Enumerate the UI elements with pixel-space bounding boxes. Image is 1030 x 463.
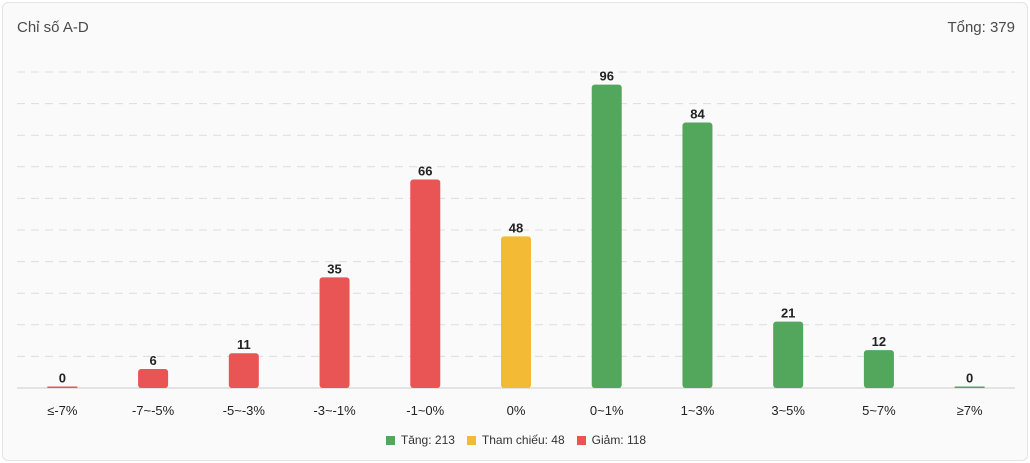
bar-value-label: 6	[149, 353, 156, 368]
bar-value-label: 84	[690, 107, 705, 122]
bar-0[interactable]	[47, 386, 78, 389]
x-tick-label: -3~-1%	[313, 403, 356, 418]
legend-label-ref: Tham chiếu: 48	[481, 433, 565, 447]
legend-swatch-ref	[466, 435, 476, 445]
bar-8[interactable]	[773, 321, 804, 388]
x-tick-label: 3~5%	[771, 403, 805, 418]
legend-swatch-down	[576, 435, 586, 445]
bar-1[interactable]	[138, 369, 169, 388]
legend-swatch-up	[385, 435, 395, 445]
chart-title: Chỉ số A-D	[17, 19, 89, 36]
legend: Tăng: 213 Tham chiếu: 48 Giảm: 118	[3, 433, 1029, 447]
x-tick-label: 5~7%	[862, 403, 896, 418]
legend-label-down: Giảm: 118	[591, 433, 647, 447]
bar-value-label: 66	[418, 163, 432, 178]
x-tick-label: 1~3%	[681, 403, 715, 418]
legend-item-down[interactable]: Giảm: 118	[576, 433, 647, 447]
bar-5[interactable]	[501, 236, 531, 388]
x-tick-label: ≤-7%	[47, 403, 78, 418]
legend-label-up: Tăng: 213	[400, 433, 455, 447]
x-tick-label: 0%	[507, 403, 526, 418]
bar-value-label: 48	[509, 220, 523, 235]
bar-4[interactable]	[410, 179, 441, 388]
bar-7[interactable]	[682, 122, 713, 388]
x-tick-label: -1~0%	[406, 403, 444, 418]
x-tick-label: -7~-5%	[132, 403, 175, 418]
bar-value-label: 11	[237, 337, 251, 352]
bar-10[interactable]	[954, 386, 985, 389]
total-count: Tổng: 379	[947, 19, 1015, 36]
x-tick-label: -5~-3%	[223, 403, 266, 418]
bar-3[interactable]	[319, 277, 350, 388]
bar-6[interactable]	[591, 84, 622, 388]
bar-9[interactable]	[863, 350, 894, 388]
bar-value-label: 0	[966, 371, 973, 386]
x-tick-label: 0~1%	[590, 403, 624, 418]
bar-chart: 0 ≤-7% 6 -7~-5% 11 -5~-3% 35 -3~-1% 66 -1~0% 48 0% 9…	[17, 69, 1015, 418]
bar-2[interactable]	[228, 353, 259, 388]
legend-item-up[interactable]: Tăng: 213	[385, 433, 455, 447]
bar-value-label: 35	[327, 261, 341, 276]
bar-value-label: 12	[872, 334, 886, 349]
bar-value-label: 21	[781, 306, 795, 321]
legend-item-ref[interactable]: Tham chiếu: 48	[466, 433, 565, 447]
x-tick-label: ≥7%	[957, 403, 983, 418]
bar-value-label: 96	[599, 69, 613, 84]
bar-value-label: 0	[59, 371, 66, 386]
